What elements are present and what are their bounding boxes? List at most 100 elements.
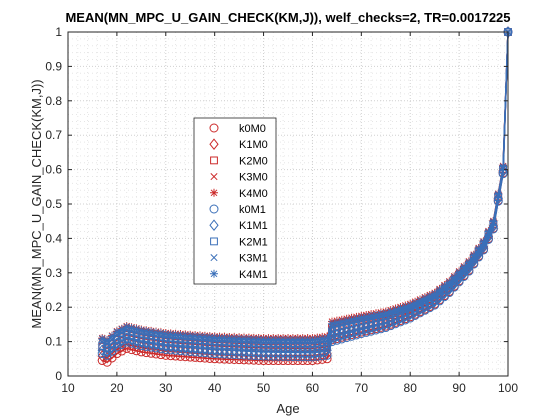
data-point xyxy=(259,335,268,344)
data-point xyxy=(372,311,380,320)
data-point xyxy=(152,328,160,337)
data-point xyxy=(176,331,185,340)
data-point xyxy=(137,326,146,335)
data-point xyxy=(499,162,508,171)
data-point xyxy=(288,335,297,344)
data-point xyxy=(284,335,292,344)
data-point xyxy=(240,334,248,343)
data-point xyxy=(357,313,366,322)
data-point xyxy=(97,349,107,359)
data-point xyxy=(352,314,361,323)
legend-marker xyxy=(209,219,219,232)
data-point xyxy=(381,317,391,330)
series-line xyxy=(101,31,509,359)
data-point xyxy=(205,333,214,342)
legend-entry-label: K4M0 xyxy=(239,188,268,200)
series-line xyxy=(101,31,509,358)
series-line xyxy=(101,31,509,364)
data-point xyxy=(479,238,488,247)
data-point xyxy=(230,334,239,343)
data-point xyxy=(362,312,371,321)
data-point xyxy=(455,268,464,277)
legend: k0M0 K1M0 K2M0 K3M0 K4M0 k0M1 K1M1 K2M1 K3M1 K4M1 xyxy=(193,117,277,285)
series-line xyxy=(101,31,509,353)
data-point xyxy=(283,351,293,361)
x-tick-label: 80 xyxy=(404,381,418,395)
legend-marker xyxy=(209,138,219,151)
data-point xyxy=(489,217,498,226)
data-point xyxy=(186,331,195,340)
data-point xyxy=(293,352,303,362)
data-point xyxy=(97,344,107,357)
legend-entry-label: K2M1 xyxy=(239,236,268,248)
data-point xyxy=(122,322,131,331)
data-point xyxy=(469,251,478,260)
data-point xyxy=(328,319,336,328)
data-point xyxy=(274,335,283,344)
legend-box xyxy=(193,117,277,285)
data-point xyxy=(308,335,317,344)
data-point xyxy=(367,311,376,320)
x-tick-label: 90 xyxy=(452,381,466,395)
y-tick-label: 0.5 xyxy=(45,197,62,211)
data-point xyxy=(273,351,283,361)
data-point xyxy=(332,318,341,327)
data-point xyxy=(254,335,263,344)
data-point xyxy=(420,294,429,303)
legend-marker xyxy=(210,269,218,278)
x-tick-label: 30 xyxy=(159,381,173,395)
data-point xyxy=(386,315,396,328)
x-axis-label: Age xyxy=(276,401,299,416)
data-point xyxy=(440,282,449,291)
data-point xyxy=(269,335,278,344)
data-point xyxy=(494,190,503,199)
legend-entry-label: k0M1 xyxy=(239,204,266,216)
data-point xyxy=(161,329,170,338)
x-tick-label: 60 xyxy=(306,381,320,395)
data-point xyxy=(401,302,410,311)
data-point xyxy=(460,263,468,272)
data-point xyxy=(445,278,454,287)
data-point xyxy=(225,334,234,343)
data-point xyxy=(112,328,121,337)
legend-marker xyxy=(209,123,219,133)
legend-entry-label: K1M0 xyxy=(239,139,268,151)
data-point xyxy=(200,332,209,341)
axis-ticks: 10 20 30 40 50 60 70 80 90 100 0 0.1 0.2 0.3 0.4 0.5 0.6… xyxy=(45,25,518,395)
y-tick-label: 0.6 xyxy=(45,163,62,177)
data-point xyxy=(313,335,322,344)
data-point xyxy=(210,333,219,342)
data-point xyxy=(411,299,420,308)
data-point xyxy=(425,292,434,301)
data-point xyxy=(293,335,302,344)
series-line xyxy=(101,31,509,349)
data-point xyxy=(430,290,439,299)
x-tick-label: 20 xyxy=(110,381,124,395)
x-tick-label: 70 xyxy=(355,381,369,395)
data-point xyxy=(127,324,136,333)
data-point xyxy=(484,227,493,236)
y-tick-label: 0 xyxy=(55,369,62,383)
data-point xyxy=(323,334,332,343)
legend-marker xyxy=(210,237,218,246)
data-point xyxy=(307,352,317,362)
data-point xyxy=(342,316,351,325)
y-tick-label: 0.8 xyxy=(45,94,62,108)
data-point xyxy=(303,335,312,344)
data-point xyxy=(117,325,126,334)
legend-marker xyxy=(210,156,218,165)
data-point xyxy=(298,335,307,344)
data-point xyxy=(474,244,483,253)
data-point xyxy=(356,323,366,335)
data-point xyxy=(435,286,444,295)
series-line xyxy=(101,31,509,350)
data-point xyxy=(406,301,415,310)
series-line xyxy=(101,31,509,345)
series-K4M1 xyxy=(98,28,512,345)
x-tick-label: 100 xyxy=(498,381,518,395)
plot-area xyxy=(97,26,513,367)
data-point xyxy=(249,335,258,344)
legend-marker xyxy=(210,188,218,197)
legend-entry-label: K2M0 xyxy=(239,155,268,167)
